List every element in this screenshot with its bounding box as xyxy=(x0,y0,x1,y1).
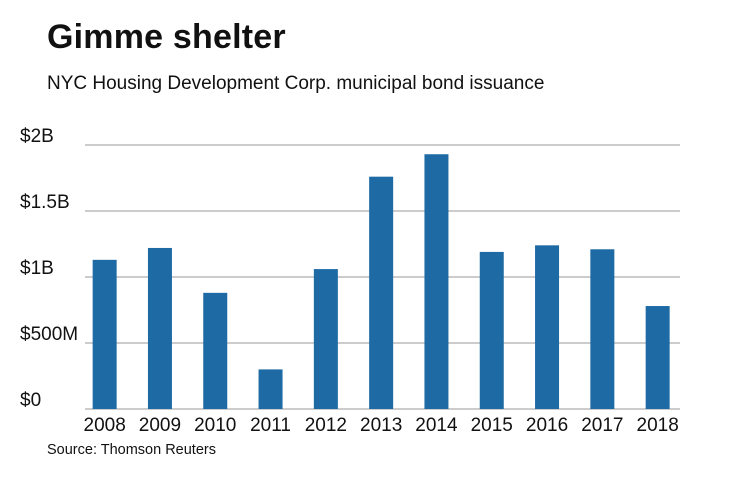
x-tick-label: 2008 xyxy=(84,415,126,436)
y-axis-ticks: $0 $500M $1B $1.5B $2B xyxy=(20,126,78,411)
bar-2016 xyxy=(535,245,560,409)
bar-2010 xyxy=(203,292,228,409)
bar-2017 xyxy=(590,249,615,409)
x-tick-label: 2013 xyxy=(360,415,402,436)
x-tick-label: 2014 xyxy=(415,415,458,436)
bar-2014 xyxy=(424,154,449,409)
y-tick-label: $2B xyxy=(20,126,54,147)
x-tick-label: 2015 xyxy=(471,415,513,436)
y-tick-label: $500M xyxy=(20,324,78,345)
y-tick-label: $1B xyxy=(20,258,54,279)
chart-title: Gimme shelter xyxy=(47,18,286,56)
x-tick-label: 2011 xyxy=(250,415,291,436)
bar-2011 xyxy=(258,369,283,409)
source-note: Source: Thomson Reuters xyxy=(47,442,216,458)
bar-2015 xyxy=(479,251,504,409)
x-tick-label: 2009 xyxy=(139,415,181,436)
x-tick-label: 2017 xyxy=(581,415,623,436)
bar-2009 xyxy=(147,247,172,409)
chart-subtitle: NYC Housing Development Corp. municipal … xyxy=(47,73,545,94)
bar-2018 xyxy=(645,306,670,409)
bars xyxy=(92,154,670,409)
x-axis-ticks: 2008 2009 2010 2011 2012 2013 2014 2015 2016 2017… xyxy=(84,415,679,436)
x-tick-label: 2012 xyxy=(305,415,347,436)
x-tick-label: 2018 xyxy=(637,415,679,436)
bar-2013 xyxy=(369,176,394,409)
bar-2012 xyxy=(313,269,338,409)
y-tick-label: $0 xyxy=(20,390,41,411)
x-tick-label: 2016 xyxy=(526,415,568,436)
bar-2008 xyxy=(92,259,117,409)
y-tick-label: $1.5B xyxy=(20,192,70,213)
x-tick-label: 2010 xyxy=(194,415,236,436)
